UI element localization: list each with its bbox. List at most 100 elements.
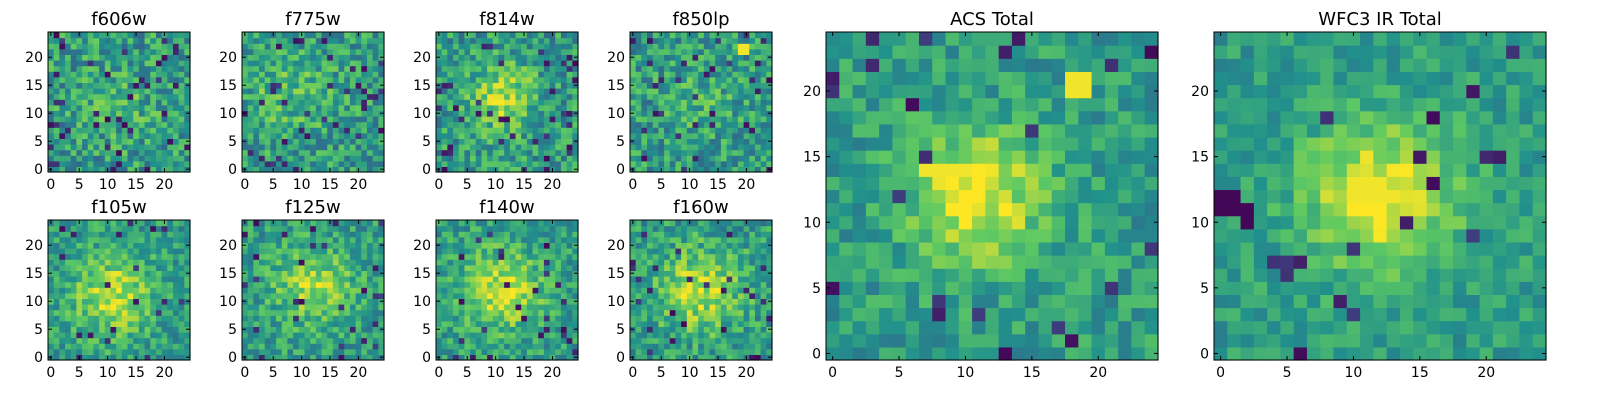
- heatmap-cell: [121, 225, 129, 232]
- heatmap-cell: [492, 281, 500, 288]
- heatmap-cell: [293, 155, 300, 162]
- heatmap-cell: [743, 76, 750, 83]
- heatmap-cell: [259, 253, 266, 260]
- heatmap-cell: [378, 320, 385, 327]
- heatmap-cell: [658, 337, 665, 344]
- heatmap-cell: [315, 127, 323, 134]
- heatmap-cell: [560, 220, 568, 227]
- heatmap-cell: [566, 354, 573, 361]
- heatmap-cell: [532, 348, 539, 355]
- heatmap-cell: [93, 309, 100, 316]
- heatmap-cell: [521, 304, 528, 311]
- heatmap-cell: [743, 292, 750, 299]
- heatmap-cell: [99, 76, 106, 83]
- heatmap-cell: [549, 309, 556, 316]
- heatmap-cell: [87, 298, 95, 305]
- heatmap-cell: [298, 320, 306, 327]
- heatmap-cell: [293, 231, 300, 238]
- heatmap-cell: [441, 48, 448, 55]
- heatmap-cell: [566, 144, 573, 151]
- heatmap-cell: [464, 132, 471, 139]
- heatmap-cell: [310, 298, 317, 305]
- heatmap-cell: [453, 99, 460, 106]
- heatmap-cell: [321, 82, 328, 89]
- heatmap-cell: [281, 259, 289, 266]
- heatmap-cell: [366, 76, 374, 83]
- heatmap-cell: [361, 110, 368, 117]
- heatmap-cell: [70, 332, 77, 339]
- heatmap-cell: [138, 60, 146, 67]
- heatmap-cell: [70, 259, 77, 266]
- heatmap-cell: [355, 231, 362, 238]
- heatmap-cell: [749, 138, 756, 145]
- heatmap-cell: [492, 93, 500, 100]
- heatmap-cell: [692, 343, 699, 350]
- heatmap-cell: [464, 104, 471, 111]
- heatmap-cell: [65, 320, 72, 327]
- heatmap-cell: [436, 332, 443, 339]
- heatmap-cell: [481, 281, 488, 288]
- heatmap-cell: [458, 287, 465, 294]
- heatmap-cell: [110, 76, 117, 83]
- heatmap-cell: [498, 160, 505, 167]
- heatmap-cell: [492, 242, 500, 249]
- heatmap-cell: [509, 281, 517, 288]
- heatmap-cell: [172, 225, 180, 232]
- heatmap-cell: [532, 144, 539, 151]
- heatmap-cell: [492, 276, 500, 283]
- heatmap-cell: [686, 326, 694, 333]
- heatmap-cell: [355, 155, 362, 162]
- heatmap-cell: [270, 236, 277, 243]
- heatmap-cell: [355, 48, 362, 55]
- heatmap-cell: [338, 242, 345, 249]
- heatmap-cell: [138, 65, 146, 72]
- heatmap-cell: [253, 93, 260, 100]
- heatmap-cell: [138, 121, 146, 128]
- heatmap-cell: [686, 160, 694, 167]
- y-tick-label: 15: [25, 78, 43, 94]
- heatmap-cell: [138, 155, 146, 162]
- heatmap-cell: [492, 264, 500, 271]
- x-tick-label: 15: [127, 177, 145, 193]
- heatmap-cell: [532, 32, 539, 39]
- heatmap-cell: [76, 121, 83, 128]
- heatmap-cell: [464, 54, 471, 61]
- heatmap-cell: [555, 37, 562, 44]
- heatmap-cell: [253, 37, 260, 44]
- heatmap-cell: [259, 298, 266, 305]
- heatmap-cell: [521, 259, 528, 266]
- heatmap-cell: [59, 82, 66, 89]
- y-tick-label: 15: [607, 78, 625, 94]
- heatmap-cell: [327, 144, 334, 151]
- heatmap-cell: [560, 248, 568, 255]
- heatmap-cell: [48, 104, 55, 111]
- heatmap-cell: [709, 116, 716, 123]
- heatmap-cell: [470, 354, 477, 361]
- heatmap-cell: [121, 127, 129, 134]
- heatmap-cell: [355, 304, 362, 311]
- heatmap-cell: [447, 149, 454, 156]
- heatmap-cell: [749, 320, 756, 327]
- heatmap-cell: [361, 132, 368, 139]
- heatmap-cell: [332, 121, 340, 128]
- heatmap-cell: [681, 149, 688, 156]
- heatmap-cell: [361, 348, 368, 355]
- heatmap-cell: [715, 332, 722, 339]
- heatmap-cell: [304, 248, 311, 255]
- heatmap-cell: [65, 304, 72, 311]
- heatmap-cell: [635, 104, 642, 111]
- heatmap-cell: [161, 320, 168, 327]
- heatmap-cell: [475, 54, 483, 61]
- heatmap-cell: [338, 121, 345, 128]
- heatmap-cell: [242, 253, 249, 260]
- heatmap-cell: [155, 220, 163, 227]
- heatmap-cell: [338, 292, 345, 299]
- heatmap-cell: [709, 166, 716, 173]
- heatmap-cell: [526, 270, 534, 277]
- heatmap-cell: [155, 236, 163, 243]
- heatmap-cell: [464, 320, 471, 327]
- heatmap-cell: [304, 287, 311, 294]
- heatmap-cell: [766, 281, 773, 288]
- heatmap-cell: [566, 242, 573, 249]
